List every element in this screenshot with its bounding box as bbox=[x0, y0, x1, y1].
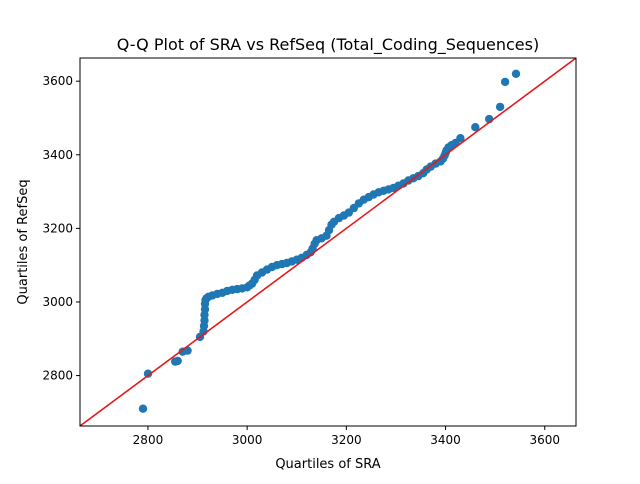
data-point bbox=[471, 123, 480, 132]
y-tick-label: 3000 bbox=[42, 295, 73, 309]
y-tick-label: 3400 bbox=[42, 148, 73, 162]
data-point bbox=[511, 69, 521, 79]
data-point bbox=[143, 369, 153, 378]
data-points bbox=[138, 69, 521, 413]
data-point bbox=[495, 102, 505, 112]
x-tick-label: 3000 bbox=[232, 433, 263, 447]
x-tick-label: 2800 bbox=[133, 433, 164, 447]
x-axis-label: Quartiles of SRA bbox=[275, 457, 380, 472]
data-point bbox=[173, 356, 182, 366]
chart-title: Q-Q Plot of SRA vs RefSeq (Total_Coding_… bbox=[117, 35, 539, 55]
data-point bbox=[456, 134, 465, 143]
x-tick-label: 3400 bbox=[430, 433, 461, 447]
y-tick-label: 3200 bbox=[42, 221, 73, 235]
reference-line bbox=[80, 58, 576, 426]
y-tick-label: 2800 bbox=[42, 369, 73, 383]
axes-frame bbox=[79, 57, 577, 427]
y-axis-label: Quartiles of RefSeq bbox=[16, 179, 31, 304]
y-tick-label: 3600 bbox=[42, 74, 73, 88]
x-tick-label: 3200 bbox=[331, 433, 362, 447]
data-point bbox=[500, 77, 510, 87]
data-point bbox=[138, 404, 148, 413]
x-tick-label: 3600 bbox=[529, 433, 560, 447]
plot-area: 2800 3000 3200 3400 3600 2800 3000 3200 3400 3600 bbox=[42, 57, 577, 447]
